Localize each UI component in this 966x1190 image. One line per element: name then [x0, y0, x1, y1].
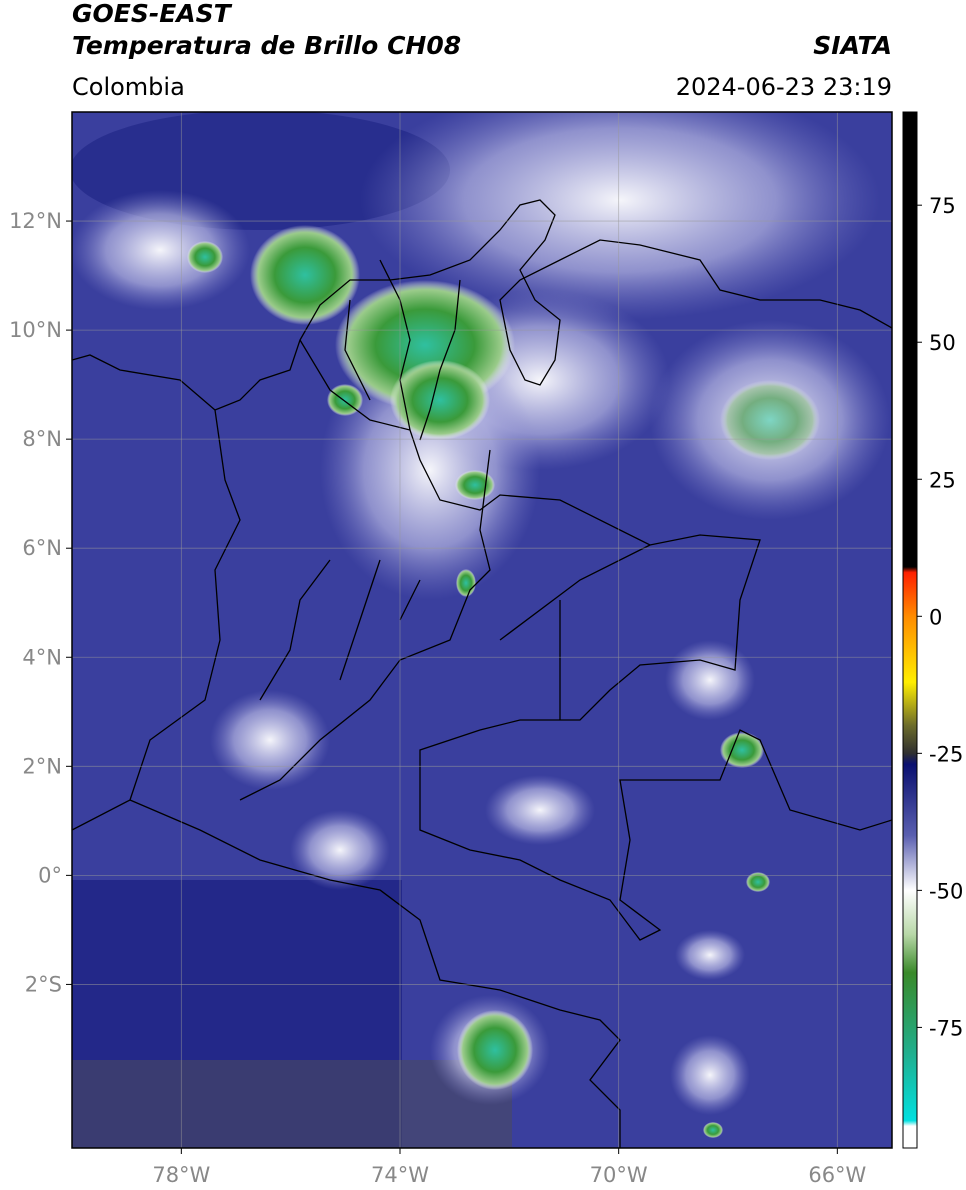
- satellite: GOES-EAST: [72, 0, 233, 28]
- cloud: [665, 640, 755, 720]
- cloud: [72, 190, 250, 310]
- coastline: [72, 199, 892, 411]
- colorbar-tick-label: -25: [929, 742, 963, 766]
- x-tick-label: 66°W: [808, 1163, 866, 1187]
- y-tick-label: 12°N: [9, 209, 62, 233]
- cold-top: [250, 225, 360, 325]
- timestamp: 2024-06-23 23:19: [676, 73, 892, 101]
- colorbar-tick-label: 25: [929, 468, 956, 492]
- colorbar-tick-label: 50: [929, 331, 956, 355]
- border: [129, 799, 621, 1148]
- coastline: [72, 409, 241, 831]
- cloud: [485, 775, 595, 845]
- colorbar-tick-label: 75: [929, 194, 956, 218]
- cloud: [360, 112, 880, 320]
- colorbar-tick-label: 0: [929, 605, 942, 629]
- y-tick-label: 10°N: [9, 318, 62, 342]
- cold-top: [457, 1010, 533, 1090]
- cold-top: [455, 470, 495, 500]
- cold-top: [720, 732, 764, 768]
- border: [344, 259, 461, 441]
- colorbar-tick-label: -75: [929, 1016, 963, 1040]
- y-tick-label: 2°N: [22, 754, 62, 778]
- region: Colombia: [72, 73, 185, 101]
- y-tick-label: 6°N: [22, 536, 62, 560]
- cloud: [290, 810, 390, 890]
- y-tick-label: 0°: [38, 863, 62, 887]
- cold-top: [703, 1122, 723, 1138]
- y-tick-label: 4°N: [22, 645, 62, 669]
- map-image: [72, 112, 892, 1148]
- cloud: [210, 690, 330, 790]
- x-tick-label: 74°W: [371, 1163, 429, 1187]
- title: Temperatura de Brillo CH08: [72, 31, 461, 60]
- cold-top: [720, 380, 820, 460]
- colorbar: [902, 111, 918, 1149]
- y-tick-label: 8°N: [22, 427, 62, 451]
- cold-top: [456, 569, 476, 597]
- colorbar-tick-label: -50: [929, 879, 963, 903]
- map-frame: [71, 111, 893, 1149]
- cloud: [675, 930, 745, 980]
- cold-top: [746, 872, 770, 892]
- cold-top: [390, 360, 490, 440]
- source: SIATA: [813, 31, 892, 60]
- cold-top: [187, 241, 223, 273]
- x-tick-label: 78°W: [152, 1163, 210, 1187]
- y-tick-label: 2°S: [25, 972, 62, 996]
- border: [239, 449, 651, 801]
- x-tick-label: 70°W: [590, 1163, 648, 1187]
- cloud: [670, 1035, 750, 1115]
